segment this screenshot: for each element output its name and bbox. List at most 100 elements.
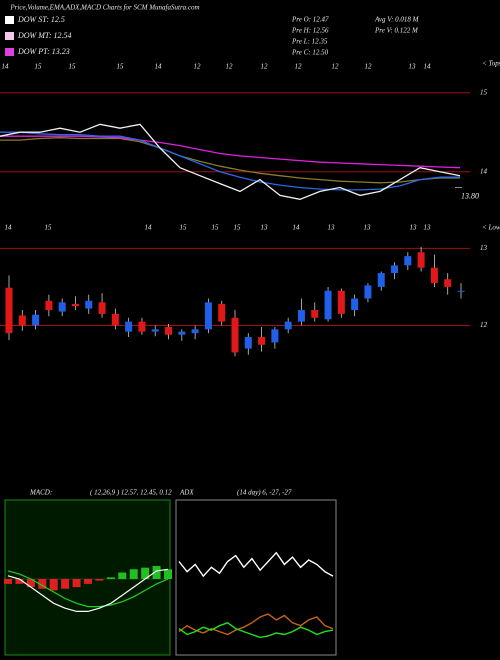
panel-title: MACD: [29,489,52,497]
candle-body [111,313,119,326]
panel-title: ADX [179,489,194,497]
candle-body [284,321,292,330]
candle-body [377,273,385,287]
adx-panel [175,499,337,656]
histogram-bar [141,567,150,579]
candle-body [138,321,146,332]
x-tick-label: 13 [409,63,417,71]
x-tick-label: 13 [424,224,432,232]
y-tick-label: 13 [480,244,488,252]
candle-body [5,287,13,334]
histogram-bar [4,579,12,584]
histogram-bar [152,566,161,579]
series-line [7,568,169,612]
x-tick-label: 13 [364,224,372,232]
series-line [178,613,334,636]
candle-body [45,300,53,311]
candle-body [258,337,266,345]
candle-body [324,290,332,320]
histogram-bar [84,579,92,584]
series-line [0,131,460,191]
x-tick-label: 15 [45,224,53,232]
panel-params: (14 day) 6, -27, -27 [237,489,292,497]
x-tick-label: 15 [212,224,220,232]
candle-body [231,317,239,353]
x-tick-label: 13 [261,224,269,232]
candle-body [430,267,438,284]
candle-body [444,279,452,287]
legend-swatch [5,32,14,40]
histogram-bar [106,577,115,579]
x-tick-label: 15 [69,63,77,71]
candle-body [165,327,173,335]
x-tick-label: 14 [155,63,163,71]
candle-body [204,302,212,330]
x-tick-label: 13 [328,224,336,232]
candle-body [191,329,199,334]
x-tick-label: 15 [35,63,43,71]
legend-label: DOW PT: 13.23 [17,47,70,56]
x-tick-label: 14 [424,63,432,71]
histogram-bar [15,579,24,584]
candle-body [125,321,133,332]
candle-body [98,302,106,314]
candle-body [244,337,252,349]
x-tick-label: 12 [261,63,269,71]
legend-label: DOW ST: 12.5 [17,15,65,24]
candle-body [417,252,425,268]
x-tick-label: 12 [194,63,202,71]
legend-swatch [5,16,14,24]
candle-body [457,290,465,292]
series-line [178,551,334,578]
panel-note: < Tops [482,60,500,68]
x-tick-label: 12 [332,63,340,71]
y-tick-label: 12 [480,321,488,329]
histogram-bar [118,572,127,579]
histogram-bar [72,579,81,588]
page-title: Price,Volume,EMA,ADX,MACD Charts for SCM… [9,4,199,12]
histogram-bar [129,569,138,579]
candle-body [391,265,399,274]
x-tick-label: 12 [295,63,303,71]
candle-body [311,310,319,318]
series-line [0,137,460,184]
x-tick-label: 12 [226,63,234,71]
info-text: Pre C: 12.50 [291,49,329,57]
x-tick-label: 14 [5,224,13,232]
histogram-bar [49,579,58,591]
x-tick-label: 15 [234,224,242,232]
candle-body [151,329,159,332]
y-tick-label: 15 [480,88,488,96]
info-text: Pre L: 12.35 [291,38,328,46]
panel-note: < Lows [482,224,500,232]
candle-body [271,329,279,343]
candle-body [58,302,66,312]
x-tick-label: 14 [2,63,10,71]
series-line [7,570,169,608]
histogram-bar [164,569,172,579]
last-value-label: 13.80 [461,191,479,200]
candle-body [71,303,79,307]
series-line [0,123,461,200]
candle-body [351,298,359,311]
series-line [0,135,461,169]
legend-swatch [5,48,14,56]
x-tick-label: 12 [365,63,373,71]
candle-body [32,314,40,326]
x-tick-label: 14 [293,224,301,232]
info-text: Pre V: 0.122 M [374,27,419,35]
x-tick-label: 14 [145,224,153,232]
histogram-bar [38,579,47,589]
candle-body [337,290,345,314]
candle-body [404,256,412,266]
info-text: Pre H: 12.56 [291,27,329,35]
candle-body [218,303,226,322]
x-tick-label: 15 [117,63,125,71]
y-tick-label: 14 [480,167,488,175]
series-line [178,622,334,639]
histogram-bar [61,579,70,589]
x-tick-label: 15 [180,224,188,232]
candle-body [297,310,305,322]
panel-params: ( 12,26,9 ) 12.57, 12.45, 0.12 [90,489,172,497]
